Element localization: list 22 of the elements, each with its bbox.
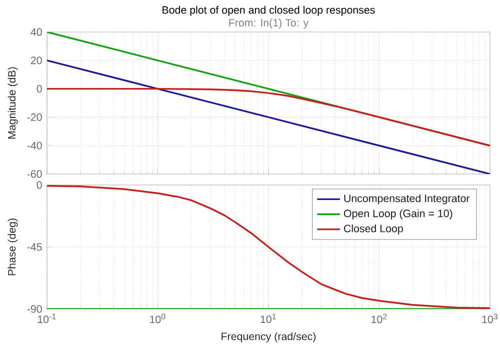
chart-subtitle: From: In(1) To: y — [229, 18, 309, 29]
y-axis-title: Magnitude (dB) — [8, 67, 18, 139]
y-axis-title: Phase (deg) — [8, 218, 18, 276]
x-tick-label: 10$^{0}$ — [150, 314, 166, 324]
y-tick-label: 40 — [30, 28, 42, 36]
x-tick-label: 10$^{3}$ — [482, 314, 498, 324]
y-tick-label: -20 — [27, 113, 42, 121]
y-tick-label: 20 — [30, 56, 42, 64]
legend-label: Open Loop (Gain = 10) — [344, 209, 452, 220]
y-tick-label: -60 — [27, 170, 42, 178]
legend-label: Uncompensated Integrator — [344, 194, 470, 204]
y-tick-label: 0 — [36, 85, 42, 93]
legend-label: Closed Loop — [344, 224, 403, 234]
y-tick-label: -45 — [27, 243, 42, 251]
x-tick-label: 10$^{-1}$ — [38, 314, 56, 324]
y-tick-label: 0 — [36, 181, 42, 189]
y-tick-label: -90 — [27, 305, 42, 313]
x-axis-title: Frequency (rad/sec) — [222, 332, 316, 342]
chart-title: Bode plot of open and closed loop responses — [162, 6, 375, 16]
x-tick-label: 10$^{2}$ — [372, 314, 387, 324]
x-tick-label: 10$^{1}$ — [260, 314, 276, 324]
y-tick-label: -40 — [27, 142, 42, 150]
